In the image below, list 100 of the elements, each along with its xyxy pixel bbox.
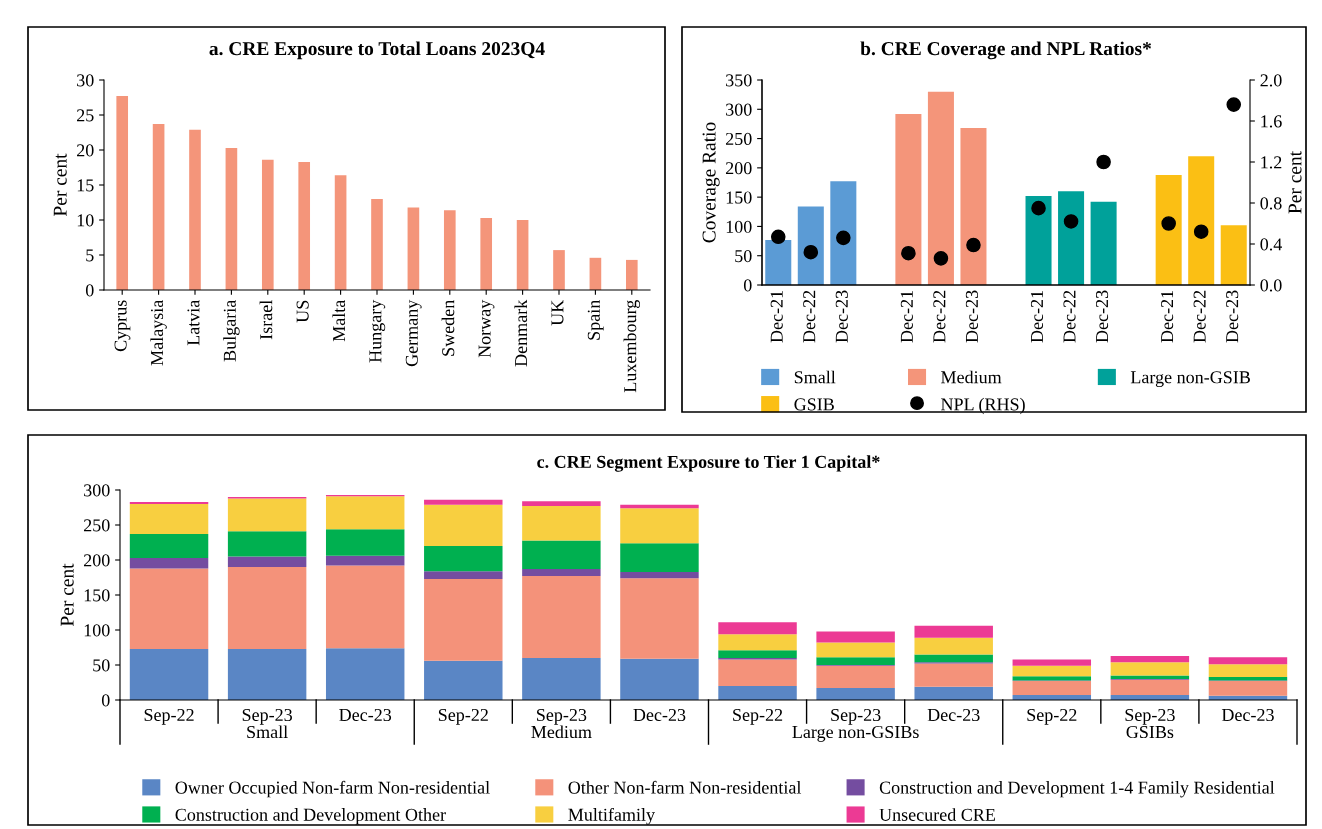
- bar: [325, 529, 405, 556]
- legend-label: Multifamily: [568, 807, 655, 825]
- text: Medium: [531, 725, 592, 739]
- bar: [914, 686, 993, 700]
- bar: [620, 543, 699, 572]
- x-tick-label: Sep-23: [1125, 708, 1175, 725]
- bar: [129, 557, 209, 569]
- bar: [914, 625, 993, 638]
- bar: [1012, 665, 1092, 677]
- y-axis-title: Per cent: [60, 563, 74, 627]
- bar: [895, 113, 922, 285]
- legend-label: GSIB: [794, 398, 834, 411]
- bar: [325, 648, 405, 700]
- x-tick-label: Bulgaria: [223, 299, 240, 362]
- bar: [1208, 664, 1288, 677]
- y-tick-label: 300: [726, 103, 752, 116]
- x-tick-label: Luxembourg: [623, 300, 641, 393]
- bar: [1090, 201, 1117, 285]
- bar: [1155, 174, 1182, 285]
- bar: [227, 531, 307, 557]
- bar: [298, 161, 311, 290]
- bar: [516, 220, 529, 290]
- x-tick-label: Dec-23: [965, 290, 978, 343]
- x-tick-label: Dec-23: [1226, 290, 1239, 343]
- bar: [325, 565, 405, 649]
- legend-label: Unsecured CRE: [879, 808, 995, 821]
- x-tick-label: Dec-23: [1221, 708, 1274, 722]
- bar: [407, 207, 420, 290]
- y-axis-title: Coverage Ratio: [702, 122, 720, 243]
- x-tick-label: Sep-23: [831, 708, 881, 725]
- point: [966, 237, 981, 253]
- bar: [261, 159, 274, 290]
- bar: [1025, 195, 1052, 285]
- bar: [1012, 681, 1092, 696]
- text: Small: [247, 725, 288, 739]
- bar: [1110, 679, 1190, 696]
- x-tick-label: Dec-23: [835, 290, 848, 343]
- y2-tick-label: 0.8: [1260, 197, 1282, 210]
- x-tick-label: Norway: [478, 299, 495, 358]
- bar: [189, 129, 201, 290]
- x-tick-label: Malaysia: [150, 299, 167, 366]
- bar: [816, 665, 895, 689]
- x-tick-label: Sep-22: [733, 708, 783, 725]
- bar: [718, 659, 797, 686]
- bar: [718, 622, 797, 635]
- chart-title: c. CRE Segment Exposure to Tier 1 Capital*: [537, 455, 880, 472]
- y-tick-label: 10: [77, 214, 94, 227]
- point: [1063, 214, 1079, 229]
- bar: [152, 124, 165, 290]
- bar: [620, 571, 699, 579]
- bar: [325, 496, 405, 530]
- legend-label: Medium: [941, 370, 1002, 384]
- bar: [816, 642, 895, 658]
- bar: [225, 147, 238, 290]
- bar: [816, 631, 895, 643]
- x-tick-label: Spain: [587, 300, 604, 340]
- legend-label: Small: [794, 370, 836, 384]
- y-tick-label: 150: [726, 191, 752, 204]
- x-tick-label: Dec-21: [1030, 290, 1044, 343]
- x-tick-label: Sep-22: [1027, 708, 1077, 725]
- x-tick-label: Dec-22: [933, 290, 946, 343]
- x-tick-label: Denmark: [514, 299, 528, 367]
- x-tick-label: Dec-23: [633, 708, 686, 722]
- bar: [1110, 662, 1190, 676]
- bar: [522, 658, 601, 700]
- y-tick-label: 25: [77, 109, 94, 122]
- bar: [129, 568, 209, 649]
- y-tick-label: 250: [83, 519, 110, 532]
- x-tick-label: Dec-23: [1095, 290, 1109, 343]
- y2-tick-label: 2.0: [1260, 74, 1282, 87]
- point: [901, 245, 916, 261]
- y-tick-label: 50: [735, 249, 752, 263]
- point: [1161, 216, 1176, 231]
- x-tick-label: Dec-21: [900, 290, 913, 343]
- bar: [830, 181, 857, 285]
- y-tick-label: 5: [86, 249, 94, 262]
- bar: [1188, 156, 1215, 285]
- x-tick-label: Dec-21: [1161, 290, 1174, 343]
- y-tick-label: 20: [77, 144, 94, 157]
- bar: [797, 206, 824, 285]
- y-tick-label: 200: [725, 162, 752, 175]
- bar: [227, 567, 307, 649]
- point: [770, 229, 786, 245]
- bar: [116, 96, 129, 290]
- x-tick-label: Dec-23: [339, 708, 392, 722]
- legend-label: Large non-GSIB: [1130, 371, 1250, 388]
- bar: [1208, 681, 1288, 696]
- x-tick-label: Hungary: [369, 299, 386, 363]
- bar: [522, 576, 601, 658]
- y-tick-label: 350: [726, 74, 752, 87]
- bar: [325, 555, 405, 566]
- bar: [1220, 225, 1247, 285]
- y-tick-label: 0: [101, 694, 110, 707]
- y-tick-label: 250: [725, 132, 752, 146]
- bar: [718, 650, 797, 658]
- y-tick-label: 200: [83, 554, 110, 567]
- bar: [816, 657, 895, 665]
- legend-label: Owner Occupied Non-farm Non-residential: [175, 780, 490, 798]
- y2-tick-label: 1.2: [1261, 156, 1282, 169]
- x-tick-label: Dec-22: [1063, 290, 1076, 343]
